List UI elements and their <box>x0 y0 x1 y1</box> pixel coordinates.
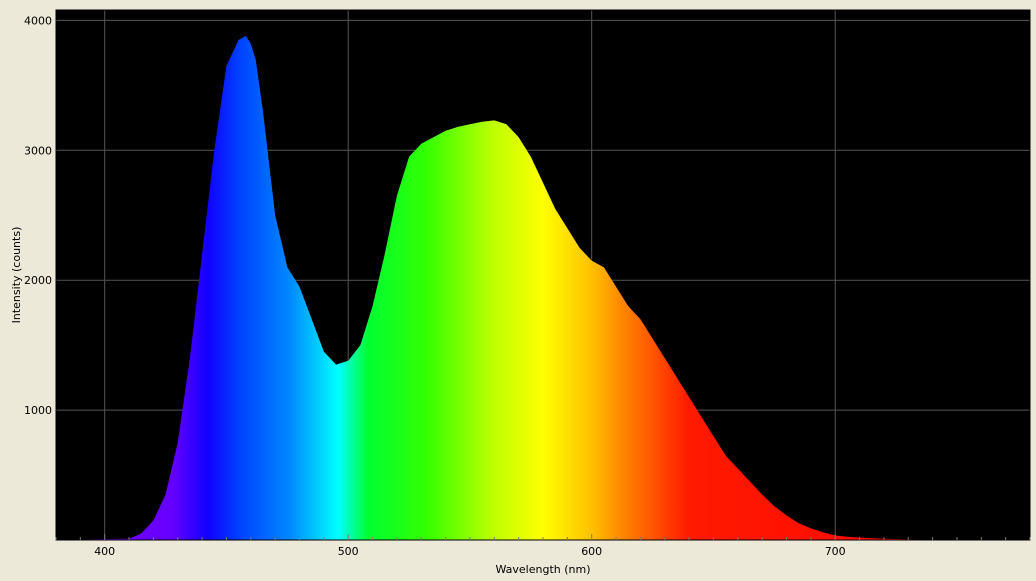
x-tick-label: 400 <box>94 545 115 558</box>
y-axis-ticks: 1000 2000 3000 4000 <box>24 14 52 417</box>
x-axis-label: Wavelength (nm) <box>495 563 590 576</box>
series-area <box>56 35 1030 540</box>
x-tick-label: 700 <box>825 545 846 558</box>
y-tick-label: 2000 <box>24 274 52 287</box>
y-tick-label: 1000 <box>24 404 52 417</box>
y-axis-label: Intensity (counts) <box>10 227 23 324</box>
x-tick-label: 500 <box>338 545 359 558</box>
x-axis-ticks: 400 500 600 700 <box>55 534 1031 558</box>
x-tick-label: 600 <box>581 545 602 558</box>
y-tick-label: 3000 <box>24 144 52 157</box>
y-tick-label: 4000 <box>24 14 52 27</box>
